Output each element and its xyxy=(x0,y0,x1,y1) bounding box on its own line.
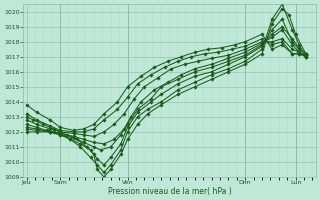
X-axis label: Pression niveau de la mer( hPa ): Pression niveau de la mer( hPa ) xyxy=(108,187,231,196)
